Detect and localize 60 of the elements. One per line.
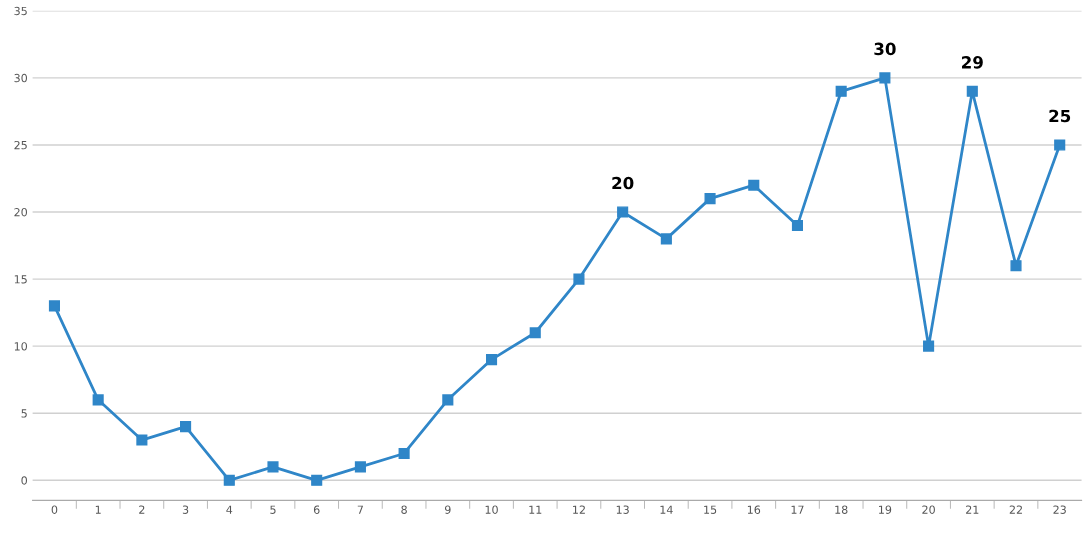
x-tick-label: 13	[616, 505, 629, 514]
x-tick-label: 12	[573, 505, 585, 514]
x-tick-label: 15	[704, 505, 717, 514]
point	[223, 474, 235, 486]
point	[92, 394, 104, 406]
point	[485, 354, 498, 366]
point	[311, 474, 323, 486]
x-tick-label: 19	[879, 505, 892, 514]
x-tick-label: 23	[1053, 505, 1066, 514]
x-tick-label: 5	[270, 505, 276, 514]
x-tick-label: 17	[791, 505, 804, 514]
point	[617, 206, 629, 218]
y-tick-label: 15	[14, 275, 27, 284]
x-tick-label: 3	[182, 505, 189, 514]
point	[354, 461, 366, 473]
x-tick-label: 21	[966, 505, 979, 514]
x-tick-label: 22	[1009, 505, 1022, 514]
point	[180, 421, 192, 433]
y-tick-label: 0	[21, 476, 28, 485]
data-label: 20	[612, 176, 634, 190]
y-tick-label: 25	[14, 140, 27, 150]
x-tick-label: 11	[529, 505, 542, 514]
point	[791, 219, 804, 231]
point	[136, 434, 148, 446]
point	[879, 72, 891, 84]
data-label: 30	[874, 42, 896, 56]
x-tick-label: 4	[226, 505, 233, 514]
x-tick-label: 7	[357, 505, 363, 514]
x-tick-label: 10	[485, 505, 498, 514]
x-tick-label: 9	[444, 505, 451, 514]
point	[660, 233, 672, 245]
x-tick-label: 18	[835, 505, 848, 514]
y-tick-label: 35	[14, 6, 27, 16]
y-tick-label: 30	[14, 73, 28, 83]
x-tick-label: 0	[51, 505, 58, 514]
point	[835, 85, 847, 97]
point	[966, 85, 978, 97]
data-label: 29	[962, 56, 983, 69]
point	[1010, 260, 1022, 272]
point	[923, 340, 935, 352]
point	[48, 300, 61, 312]
point	[442, 394, 454, 406]
point	[704, 193, 716, 205]
x-tick-label: 16	[747, 505, 761, 514]
point	[529, 327, 541, 339]
x-tick-label: 2	[139, 505, 145, 514]
point	[748, 179, 760, 191]
x-tick-label: 14	[660, 505, 673, 514]
point	[398, 447, 410, 460]
data-label: 25	[1049, 109, 1071, 123]
y-tick-label: 20	[14, 208, 28, 217]
x-tick-label: 8	[401, 505, 407, 514]
point	[267, 461, 279, 473]
point	[1054, 139, 1066, 151]
y-tick-label: 5	[21, 409, 27, 418]
point	[573, 273, 585, 285]
x-tick-label: 6	[313, 505, 320, 514]
x-tick-label: 20	[922, 505, 935, 514]
y-tick-label: 10	[14, 342, 28, 351]
x-tick-label: 1	[95, 505, 101, 514]
